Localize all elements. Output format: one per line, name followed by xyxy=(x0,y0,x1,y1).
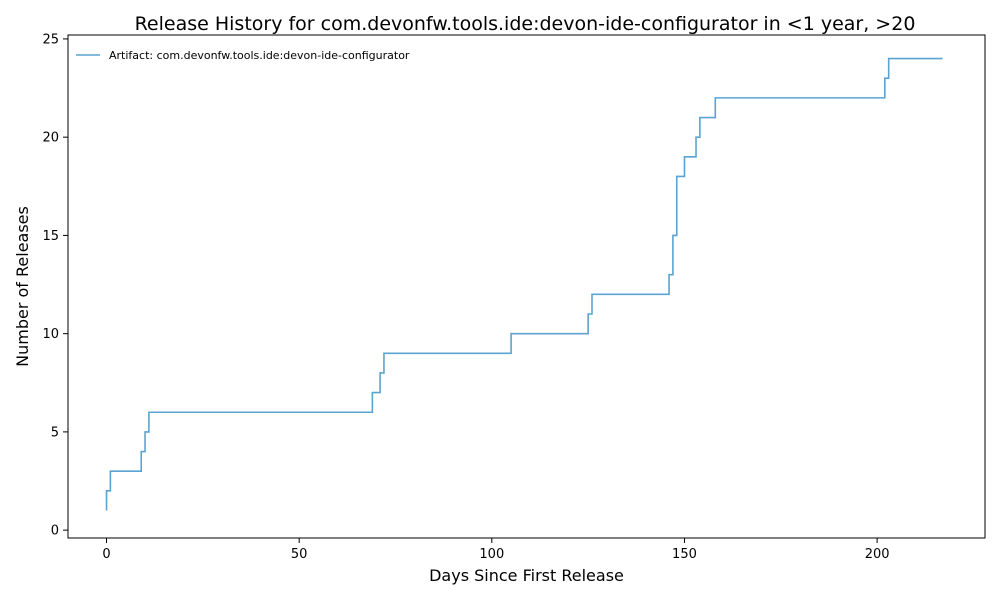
plot-area xyxy=(105,57,943,511)
legend: Artifact: com.devonfw.tools.ide:devon-id… xyxy=(76,49,410,62)
y-tick-label: 25 xyxy=(42,32,59,47)
y-axis-label: Number of Releases xyxy=(13,206,32,367)
y-tick-label: 15 xyxy=(42,229,59,244)
y-tick-label: 20 xyxy=(42,131,59,146)
y-axis-ticks: 0 5 10 15 20 25 xyxy=(42,32,68,539)
x-tick-label: 0 xyxy=(102,547,110,562)
x-tick-label: 100 xyxy=(479,547,504,562)
y-tick-label: 5 xyxy=(51,425,59,440)
x-tick-label: 150 xyxy=(672,547,697,562)
plot-frame xyxy=(67,34,986,539)
chart-title: Release History for com.devonfw.tools.id… xyxy=(135,13,916,35)
x-tick-label: 200 xyxy=(865,547,890,562)
y-tick-label: 10 xyxy=(42,327,59,342)
x-axis-label: Days Since First Release xyxy=(429,566,624,585)
x-axis-ticks: 0 50 100 150 200 xyxy=(102,538,890,562)
release-step-line xyxy=(105,57,943,511)
legend-entry-label: Artifact: com.devonfw.tools.ide:devon-id… xyxy=(109,49,410,62)
y-tick-label: 0 xyxy=(51,524,59,539)
x-tick-label: 50 xyxy=(291,547,308,562)
